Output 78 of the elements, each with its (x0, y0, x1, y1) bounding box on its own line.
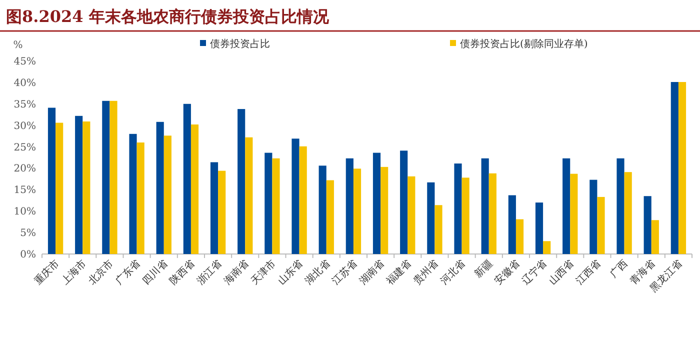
bar (353, 168, 362, 254)
y-tick-label: 25% (14, 142, 36, 154)
bar (562, 158, 570, 254)
y-tick-label: 40% (14, 78, 36, 89)
bar (516, 219, 524, 254)
bar (380, 166, 388, 254)
bar (670, 82, 678, 254)
bar (136, 142, 144, 254)
y-tick-label: 45% (14, 56, 36, 68)
bar (624, 172, 632, 254)
bar (454, 164, 462, 254)
bar (481, 158, 489, 254)
y-axis-title: % (13, 40, 23, 51)
bar (570, 174, 578, 254)
x-tick-label: 四川省 (140, 258, 170, 288)
legend-label: 债券投资占比(剔除同业存单) (460, 38, 588, 50)
y-tick-label: 15% (14, 185, 36, 196)
bar (110, 100, 118, 254)
bar (535, 202, 544, 254)
bar (48, 108, 56, 254)
bar (462, 178, 470, 254)
title: 图8.2024 年末各地农商行债券投资占比情况 (6, 7, 329, 26)
bar (56, 122, 64, 254)
bar (156, 122, 164, 254)
bar (434, 205, 442, 254)
bar (326, 180, 334, 254)
bar (292, 138, 300, 254)
bar (543, 241, 551, 254)
x-tick-label: 广西 (608, 258, 630, 280)
x-tick-label: 山东省 (276, 258, 306, 288)
x-tick-label: 新疆 (472, 258, 495, 280)
bar (346, 158, 354, 254)
bar (190, 124, 199, 254)
bar (318, 166, 326, 254)
bar (597, 196, 605, 254)
bar (75, 116, 83, 254)
bar (372, 152, 381, 254)
bar (129, 134, 137, 254)
bar (218, 170, 226, 254)
x-tick-label: 海南省 (222, 258, 252, 288)
y-tick-label: 30% (14, 120, 36, 132)
x-tick-label: 天津市 (248, 258, 278, 288)
bar (508, 195, 516, 254)
bar (616, 158, 624, 254)
bar (183, 104, 191, 254)
bar (245, 137, 253, 254)
x-tick-label: 北京市 (86, 258, 116, 288)
y-tick-label: 0% (20, 250, 36, 260)
bar (590, 180, 598, 254)
bar (427, 182, 435, 254)
x-tick-label: 贵州省 (411, 258, 441, 288)
y-tick-label: 35% (14, 99, 36, 110)
bar (299, 146, 307, 254)
bar (678, 82, 686, 254)
bar (82, 121, 90, 254)
y-tick-label: 20% (14, 164, 36, 175)
x-tick-label: 河北省 (438, 258, 468, 288)
bar (210, 162, 218, 254)
bar (400, 150, 408, 254)
bar (238, 109, 246, 254)
x-tick-label: 山西省 (546, 258, 576, 288)
bar (488, 173, 496, 254)
bar (644, 196, 652, 254)
x-tick-label: 广东省 (113, 258, 143, 288)
bar (102, 100, 110, 254)
x-tick-label: 福建省 (384, 258, 414, 288)
bar (164, 136, 172, 254)
x-tick-label: 上海市 (59, 258, 89, 288)
legend-label: 债券投资占比 (210, 38, 270, 50)
x-tick-label: 湖北省 (302, 258, 332, 288)
bar (264, 152, 272, 254)
x-tick-label: 江西省 (574, 258, 604, 288)
x-tick-label: 重庆市 (32, 258, 62, 288)
bar (651, 220, 659, 254)
y-tick-label: 10% (14, 206, 36, 218)
bar (272, 158, 280, 254)
y-tick-label: 5% (20, 228, 36, 240)
bar (408, 176, 416, 254)
